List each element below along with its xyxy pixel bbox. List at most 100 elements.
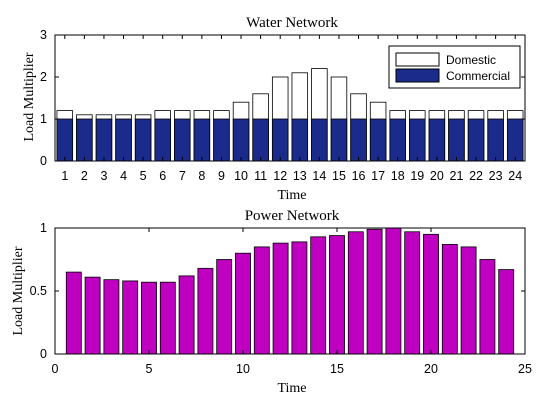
water-bar-commercial (350, 118, 367, 162)
water-bar-commercial (174, 118, 191, 162)
water-x-tick-label: 23 (489, 169, 503, 183)
water-bar-commercial (506, 118, 524, 162)
power-bar (347, 231, 364, 355)
water-x-tick-label: 11 (254, 169, 267, 183)
power-bar (498, 269, 515, 355)
power-x-tick-label: 10 (236, 362, 250, 376)
water-bar-commercial (369, 118, 387, 162)
water-x-tick-label: 6 (159, 169, 166, 183)
water-x-tick-label: 4 (120, 169, 127, 183)
power-x-tick-label: 15 (330, 362, 344, 376)
water-bar-commercial (291, 118, 309, 162)
water-legend: Domestic Commercial (388, 45, 521, 89)
power-bar (65, 271, 82, 355)
power-bars (65, 227, 515, 355)
power-bar (460, 246, 477, 355)
water-x-tick-label: 15 (332, 169, 346, 183)
legend-swatch-domestic (395, 52, 440, 67)
power-bar (404, 231, 421, 355)
power-bar (310, 236, 327, 355)
water-chart-y-label: Load Multiplier (22, 52, 37, 141)
water-x-tick-label: 22 (469, 169, 483, 183)
water-x-tick-label: 5 (140, 169, 147, 183)
power-axes-frame (54, 227, 526, 355)
water-y-tick-label: 0 (40, 154, 47, 168)
water-bar-commercial (271, 118, 289, 162)
water-x-tick-label: 17 (371, 169, 385, 183)
power-bar (103, 279, 120, 355)
water-bar-commercial (467, 118, 485, 162)
water-bar-commercial (330, 118, 348, 162)
power-bar (178, 275, 195, 355)
water-axes: 1 2 3 4 5 6 7 8 9 10 11 12 13 14 15 16 17 18 19 20 21 22 23 240… (40, 28, 526, 183)
power-x-tick-label: 5 (146, 362, 153, 376)
water-x-tick-label: 18 (391, 169, 405, 183)
power-bar (329, 235, 345, 355)
water-x-tick-label: 19 (410, 169, 424, 183)
water-x-tick-label: 8 (198, 169, 205, 183)
water-x-tick-label: 10 (234, 169, 248, 183)
water-bar-commercial (193, 118, 211, 162)
water-bar-commercial (389, 118, 406, 162)
water-bar-commercial (56, 118, 74, 162)
power-y-tick-label: 0 (40, 347, 47, 361)
water-x-tick-label: 12 (273, 169, 287, 183)
water-x-tick-label: 13 (293, 169, 307, 183)
water-x-tick-label: 14 (312, 169, 326, 183)
water-bar-commercial (409, 118, 426, 162)
water-x-tick-label: 7 (179, 169, 186, 183)
power-chart-title: Power Network (245, 208, 340, 224)
power-x-tick-label: 20 (424, 362, 438, 376)
water-x-tick-label: 21 (450, 169, 464, 183)
power-bar (272, 242, 289, 355)
water-bar-commercial (154, 118, 171, 162)
water-x-tick-label: 1 (61, 169, 68, 183)
legend-label-domestic: Domestic (446, 53, 496, 67)
water-bar-commercial (232, 118, 250, 162)
water-y-tick-label: 1 (40, 112, 47, 126)
power-bar (441, 243, 458, 355)
power-network-chart: Power Network Load Multiplier Time 0 5 10 1… (11, 208, 532, 396)
power-bar (159, 281, 176, 355)
water-x-tick-label: 20 (430, 169, 444, 183)
water-x-tick-label: 16 (352, 169, 366, 183)
water-x-tick-label: 9 (218, 169, 225, 183)
power-x-tick-label: 25 (518, 362, 532, 376)
power-bar (479, 259, 496, 355)
water-x-tick-label: 2 (81, 169, 88, 183)
water-bar-commercial (448, 118, 465, 162)
legend-swatch-commercial (395, 68, 440, 83)
power-bar (366, 228, 383, 355)
power-chart-y-label: Load Multiplier (11, 246, 26, 335)
power-y-tick-label: 0.5 (30, 284, 47, 298)
power-bar (197, 267, 214, 355)
power-y-tick-label: 1 (40, 221, 47, 235)
power-bar (122, 280, 139, 355)
water-bar-commercial (252, 118, 269, 162)
power-chart-x-label: Time (277, 381, 306, 396)
power-bar (141, 281, 157, 355)
water-y-tick-label: 3 (40, 28, 47, 42)
water-bar-commercial (428, 118, 446, 162)
water-bar-commercial (487, 118, 504, 162)
water-bar-commercial (134, 118, 152, 162)
water-bar-commercial (311, 118, 328, 162)
legend-label-commercial: Commercial (446, 69, 510, 83)
water-bar-commercial (115, 118, 132, 162)
water-x-tick-label: 3 (100, 169, 107, 183)
power-axes: 0 5 10 15 20 25 0 0.5 1 (30, 221, 532, 376)
water-bar-commercial (76, 118, 93, 162)
water-y-tick-label: 2 (40, 70, 47, 84)
water-x-tick-label: 24 (508, 169, 522, 183)
power-bar (84, 276, 101, 355)
water-bar-commercial (213, 118, 230, 162)
power-bar (291, 241, 308, 355)
water-axes-frame (54, 34, 526, 162)
water-bar-commercial (95, 118, 113, 162)
water-chart-title: Water Network (246, 15, 338, 31)
power-x-tick-label: 0 (52, 362, 59, 376)
water-chart-x-label: Time (277, 188, 306, 203)
power-bar (235, 252, 251, 355)
